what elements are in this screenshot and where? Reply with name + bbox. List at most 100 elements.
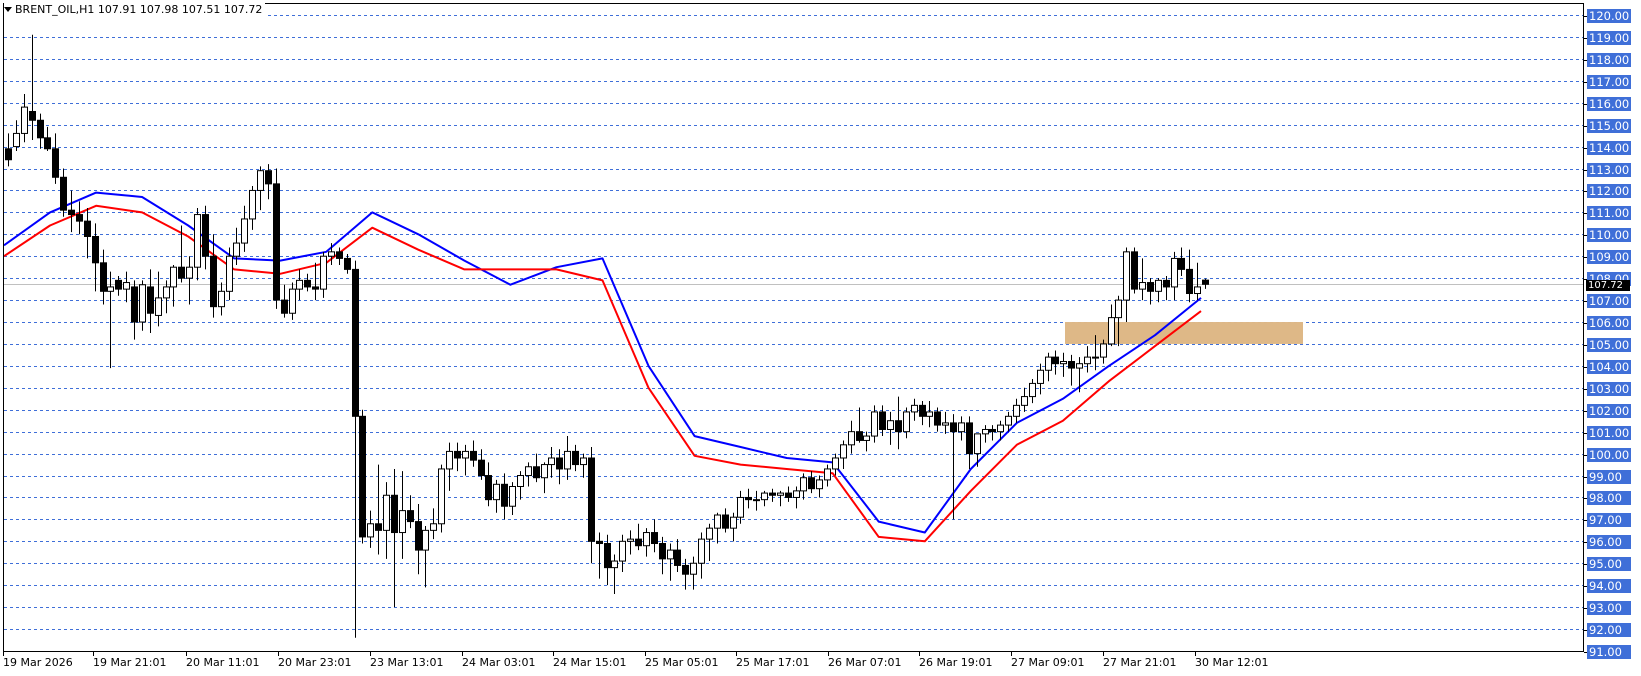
plot-frame xyxy=(3,3,1584,652)
time-label: 19 Mar 21:01 xyxy=(93,656,167,669)
price-label: 94.00 xyxy=(1587,578,1631,593)
price-label: 114.00 xyxy=(1587,140,1631,155)
bear-candle xyxy=(1202,279,1209,285)
bull-candle xyxy=(155,297,162,316)
bull-candle xyxy=(690,562,697,575)
price-label: 110.00 xyxy=(1587,227,1631,242)
bear-candle xyxy=(1131,251,1138,290)
bear-candle xyxy=(202,214,209,257)
bull-candle xyxy=(320,255,327,290)
bull-candle xyxy=(525,466,532,477)
bear-candle xyxy=(281,299,288,314)
bull-candle xyxy=(383,494,390,531)
bear-candle xyxy=(100,262,107,292)
time-tick xyxy=(3,652,4,656)
bear-candle xyxy=(659,543,666,560)
bear-candle xyxy=(407,510,414,523)
price-tick xyxy=(1584,563,1587,565)
bear-candle xyxy=(454,450,461,459)
price-label: 95.00 xyxy=(1587,556,1631,571)
bull-candle xyxy=(903,411,910,433)
price-label: 111.00 xyxy=(1587,205,1631,220)
bear-candle xyxy=(501,483,508,507)
price-tick xyxy=(1584,300,1587,302)
price-tick xyxy=(1584,256,1587,258)
time-label: 25 Mar 17:01 xyxy=(736,656,810,669)
price-label: 104.00 xyxy=(1587,359,1631,374)
support-zone-rect xyxy=(1065,322,1303,344)
bear-candle xyxy=(596,540,603,545)
bull-candle xyxy=(643,532,650,547)
bear-candle xyxy=(29,110,36,121)
price-label: 118.00 xyxy=(1587,52,1631,67)
bull-candle xyxy=(887,420,894,430)
price-label: 92.00 xyxy=(1587,622,1631,637)
bull-candle xyxy=(793,490,800,498)
price-tick xyxy=(1584,366,1587,368)
time-label: 20 Mar 11:01 xyxy=(186,656,260,669)
bull-candle xyxy=(1139,282,1146,290)
time-tick xyxy=(1195,652,1196,656)
bear-candle xyxy=(989,428,996,433)
bear-candle xyxy=(44,137,51,150)
bull-candle xyxy=(777,492,784,496)
bear-candle xyxy=(391,494,398,534)
collapse-triangle-icon[interactable] xyxy=(4,7,12,12)
bull-candle xyxy=(753,499,760,502)
bear-candle xyxy=(210,255,217,308)
bull-candle xyxy=(186,266,193,279)
price-tick xyxy=(1584,147,1587,149)
time-tick xyxy=(278,652,279,656)
bull-candle xyxy=(958,422,965,433)
bear-candle xyxy=(635,538,642,547)
time-label: 27 Mar 09:01 xyxy=(1011,656,1085,669)
time-tick xyxy=(462,652,463,656)
support-zone xyxy=(1065,322,1303,344)
time-label: 24 Mar 03:01 xyxy=(462,656,536,669)
bear-candle xyxy=(1068,360,1075,369)
bear-candle xyxy=(470,450,477,461)
bull-candle xyxy=(974,433,981,455)
bear-candle xyxy=(1052,356,1059,365)
price-tick xyxy=(1584,454,1587,456)
price-tick xyxy=(1584,476,1587,478)
bull-candle xyxy=(848,431,855,446)
bear-candle xyxy=(37,119,44,139)
bear-candle xyxy=(415,521,422,551)
bear-candle xyxy=(651,532,658,545)
bull-candle xyxy=(249,189,256,220)
bull-candle xyxy=(296,279,303,290)
bull-candle xyxy=(218,290,225,308)
price-label: 105.00 xyxy=(1587,337,1631,352)
bull-candle xyxy=(1037,369,1044,384)
price-tick xyxy=(1584,278,1587,280)
bull-candle xyxy=(123,282,130,290)
price-label: 120.00 xyxy=(1587,8,1631,23)
time-tick xyxy=(553,652,554,656)
bear-candle xyxy=(919,404,926,417)
bull-candle xyxy=(517,475,524,487)
symbol-ohlc-text: BRENT_OIL,H1 107.91 107.98 107.51 107.72 xyxy=(15,3,263,16)
bear-candle xyxy=(856,431,863,441)
bull-candle xyxy=(816,479,823,490)
bear-candle xyxy=(273,183,280,301)
bear-candle xyxy=(265,170,272,185)
price-label: 101.00 xyxy=(1587,425,1631,440)
time-label: 25 Mar 05:01 xyxy=(645,656,719,669)
time-tick xyxy=(1103,652,1104,656)
bull-candle xyxy=(698,538,705,564)
bear-candle xyxy=(934,411,941,426)
bull-candle xyxy=(611,560,618,569)
symbol-header[interactable]: BRENT_OIL,H1 107.91 107.98 107.51 107.72 xyxy=(4,3,266,16)
bear-candle xyxy=(312,286,319,290)
bull-candle xyxy=(446,450,453,470)
price-tick xyxy=(1584,541,1587,543)
bull-candle xyxy=(1076,363,1083,369)
bull-candle xyxy=(1060,360,1067,365)
bull-candle xyxy=(541,464,548,479)
bear-candle xyxy=(359,415,366,538)
price-label: 98.00 xyxy=(1587,490,1631,505)
bull-candle xyxy=(13,132,20,148)
